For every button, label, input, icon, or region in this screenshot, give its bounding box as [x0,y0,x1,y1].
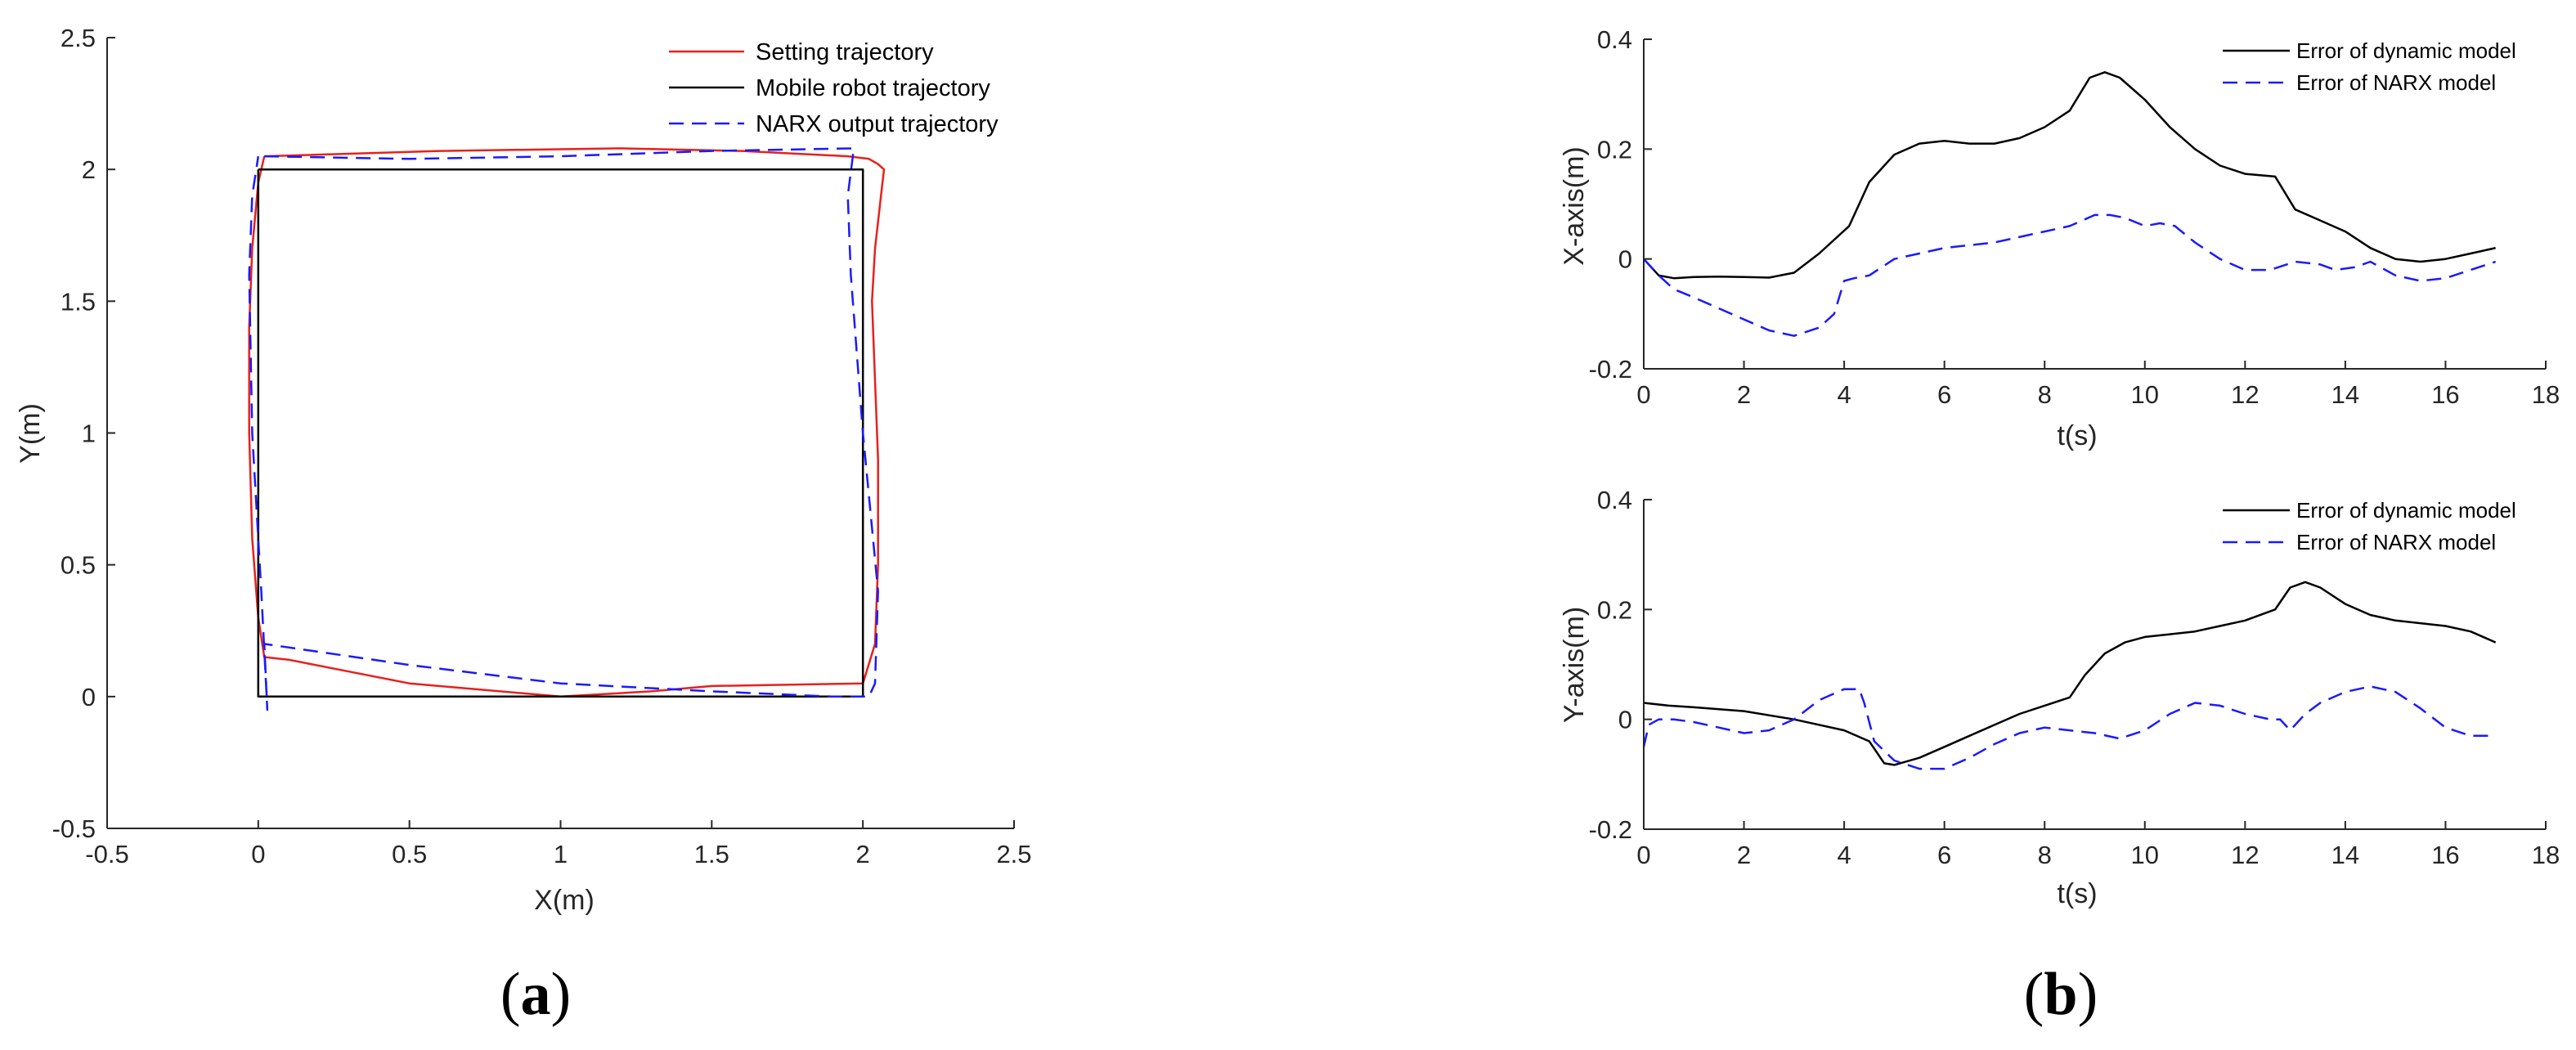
y-error-x-tick-label: 2 [1737,841,1751,869]
trajectory-x-tick-label: 2.5 [996,840,1031,868]
panel-a-letter: a [521,961,551,1028]
y-error-plot: 0 2 4 6 8 10 12 14 16 18-0.200.20.4 t(s) Y-axis(m… [1559,486,2560,909]
x-error-axes: 0 2 4 6 8 10 12 14 16 18-0.200.20.4 [1589,25,2560,409]
trajectory-y-tick-label: -0.5 [52,814,96,843]
panel-a-paren-open: ( [500,961,521,1028]
y-error-series-error-of-dynamic-model [1643,581,2497,766]
x-error-x-tick-label: 18 [2532,380,2560,409]
y-error-axes: 0 2 4 6 8 10 12 14 16 18-0.200.20.4 [1589,486,2560,869]
y-error-x-tick-label: 14 [2331,841,2359,869]
trajectory-y-tick-label: 0.5 [61,551,96,580]
x-error-y-tick-label: 0.4 [1597,25,1632,54]
y-error-ylabel: Y-axis(m) [1559,607,1590,723]
trajectory-x-tick-label: 2 [856,840,870,868]
x-error-x-tick-label: 6 [1937,380,1951,409]
legend-label-narx: NARX output trajectory [756,111,999,137]
legend-label-narx: Error of NARX model [2296,70,2496,95]
x-error-y-tick-label: 0.2 [1597,135,1632,164]
y-error-y-tick-label: 0.2 [1597,595,1632,624]
x-error-x-tick-label: 2 [1737,380,1751,409]
x-error-x-tick-label: 14 [2331,380,2359,409]
trajectory-series-layer [248,147,886,711]
y-error-y-tick-label: 0 [1618,706,1632,734]
x-error-y-tick-label: -0.2 [1589,355,1632,384]
panel-b-letter: b [2044,961,2077,1028]
x-error-x-tick-label: 16 [2431,380,2459,409]
y-error-x-tick-label: 18 [2532,841,2560,869]
y-error-series-layer [1642,581,2497,770]
trajectory-legend: Setting trajectory Mobile robot trajecto… [669,39,999,137]
legend-label-narx: Error of NARX model [2296,530,2496,554]
x-error-x-tick-label: 0 [1636,380,1650,409]
trajectory-series-setting-trajectory [248,147,886,698]
x-error-x-tick-label: 12 [2231,380,2259,409]
x-error-x-tick-label: 8 [2038,380,2052,409]
trajectory-x-tick-label: 0 [251,840,265,868]
trajectory-series-mobile-robot-trajectory [257,168,864,698]
panel-b-paren-open: ( [2024,961,2044,1028]
x-error-series-error-of-narx-model [1643,213,2497,337]
x-error-series-error-of-dynamic-model [1643,71,2496,280]
panel-a-paren-close: ) [551,961,572,1028]
y-error-x-tick-label: 6 [1937,841,1951,869]
trajectory-y-tick-label: 1 [82,420,96,448]
y-error-x-tick-label: 10 [2131,841,2159,869]
panel-b-paren-close: ) [2078,961,2098,1028]
trajectory-series-narx-output-trajectory [248,147,879,711]
y-error-x-tick-label: 12 [2231,841,2259,869]
y-error-xlabel: t(s) [2057,878,2097,909]
panel-label-b: (b) [2024,961,2098,1028]
trajectory-axes: -0.5 0 0.5 1 1.5 2 2.5 -0.5 0 0.5 1 1.5 2 2.5 [52,24,1032,868]
y-error-y-tick-label: 0.4 [1597,486,1632,514]
legend-label-dynamic: Error of dynamic model [2296,498,2516,523]
trajectory-x-tick-label: -0.5 [85,840,128,868]
x-error-xlabel: t(s) [2057,420,2097,451]
y-error-x-tick-label: 8 [2038,841,2052,869]
trajectory-x-tick-label: 0.5 [392,840,427,868]
x-error-x-tick-label: 10 [2131,380,2159,409]
legend-label-dynamic: Error of dynamic model [2296,38,2516,63]
y-error-legend: Error of dynamic model Error of NARX mod… [2223,498,2516,554]
x-error-legend: Error of dynamic model Error of NARX mod… [2223,38,2516,95]
trajectory-y-tick-label: 0 [82,683,96,711]
y-error-y-tick-label: -0.2 [1589,815,1632,844]
panel-label-a: (a) [500,961,571,1028]
x-error-series-layer [1643,71,2497,337]
legend-label-robot: Mobile robot trajectory [756,75,990,101]
x-error-y-tick-label: 0 [1618,245,1632,274]
trajectory-x-tick-label: 1 [554,840,568,868]
y-error-x-tick-label: 0 [1636,841,1650,869]
trajectory-y-tick-label: 1.5 [61,287,96,316]
trajectory-xlabel: X(m) [534,885,595,916]
x-error-plot: 0 2 4 6 8 10 12 14 16 18-0.200.20.4 t(s) X-axis(m… [1559,25,2560,451]
y-error-x-tick-label: 4 [1837,841,1851,869]
trajectory-ylabel: Y(m) [15,403,46,464]
trajectory-x-tick-label: 1.5 [694,840,729,868]
x-error-ylabel: X-axis(m) [1559,146,1590,265]
legend-label-setting: Setting trajectory [756,39,934,65]
trajectory-plot: -0.5 0 0.5 1 1.5 2 2.5 -0.5 0 0.5 1 1.5 2 2.5 X(m) Y(… [15,24,1032,916]
x-error-x-tick-label: 4 [1837,380,1851,409]
y-error-series-error-of-narx-model [1642,685,2496,770]
trajectory-y-tick-label: 2.5 [61,24,96,52]
y-error-x-tick-label: 16 [2431,841,2459,869]
trajectory-y-tick-label: 2 [82,155,96,184]
